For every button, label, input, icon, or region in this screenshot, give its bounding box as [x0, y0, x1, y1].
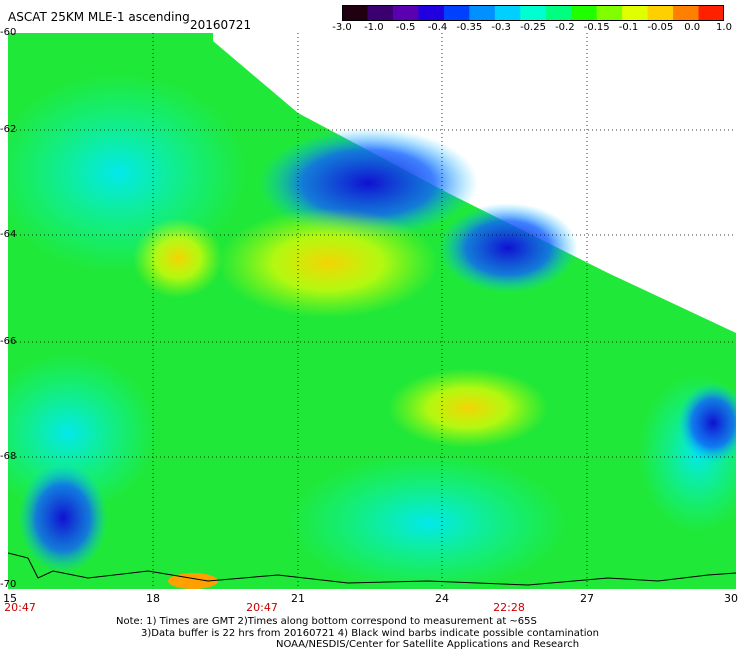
blue-region [18, 463, 108, 573]
lon-label: 30 [724, 592, 738, 605]
yellow-region [133, 218, 223, 298]
lat-label: -68 [0, 451, 17, 462]
colorbar-label: 0.0 [684, 22, 701, 33]
colorbar-swatch [673, 5, 700, 21]
colorbar-label: 1.0 [716, 22, 732, 33]
colorbar-swatch [596, 5, 623, 21]
note-line-2: 3)Data buffer is 22 hrs from 20160721 4)… [141, 628, 599, 639]
colorbar-label: -0.05 [647, 22, 674, 33]
colorbar-label: -0.25 [520, 22, 546, 33]
colorbar-swatch [698, 5, 724, 21]
lon-label: 27 [580, 592, 594, 605]
yellow-region [218, 208, 438, 318]
colorbar-label: -1.0 [364, 22, 384, 33]
colorbar-swatch [342, 5, 368, 21]
colorbar [342, 5, 724, 21]
colorbar-label: -0.4 [427, 22, 448, 33]
blue-region [678, 383, 736, 463]
lat-label: -70 [0, 579, 17, 590]
colorbar-label: -0.5 [395, 22, 416, 33]
lon-label: 18 [146, 592, 160, 605]
lat-label: -64 [0, 229, 17, 240]
colorbar-swatch [647, 5, 674, 21]
colorbar-swatch [469, 5, 496, 21]
lat-label: -62 [0, 124, 17, 135]
colorbar-label: -0.3 [491, 22, 511, 33]
cyan-region [288, 453, 568, 589]
colorbar-label: -0.35 [456, 22, 483, 33]
map-date: 20160721 [190, 18, 252, 32]
map-title: ASCAT 25KM MLE-1 ascending [8, 10, 190, 24]
colorbar-swatch [545, 5, 572, 21]
colorbar-swatch [494, 5, 521, 21]
colorbar-swatch [622, 5, 649, 21]
note-line-3: NOAA/NESDIS/Center for Satellite Applica… [276, 639, 580, 650]
lon-label: 21 [291, 592, 305, 605]
colorbar-swatch [571, 5, 598, 21]
colorbar-label: -0.1 [618, 22, 639, 33]
colorbar-label: -0.15 [583, 22, 610, 33]
yellow-region [388, 368, 548, 448]
colorbar-swatch [418, 5, 445, 21]
note-line-1: Note: 1) Times are GMT 2)Times along bot… [116, 616, 537, 627]
colorbar-labels: -3.0 -1.0 -0.5 -0.4 -0.35 -0.3 -0.25 -0.2 -0.15-… [330, 22, 740, 36]
colorbar-swatch [520, 5, 547, 21]
grid [8, 33, 736, 589]
lon-label: 24 [435, 592, 449, 605]
colorbar-swatch [443, 5, 470, 21]
lat-label: -66 [0, 336, 17, 347]
colorbar-label: -3.0 [332, 22, 352, 33]
colorbar-label: -0.2 [555, 22, 575, 33]
colorbar-swatch [367, 5, 394, 21]
coastline [8, 552, 736, 586]
lon-label: 15 [3, 592, 17, 605]
time-label: 20:47 [246, 601, 278, 614]
blue-region [438, 203, 578, 293]
orange-spot [168, 573, 218, 589]
lat-label: -60 [0, 27, 17, 38]
time-label: 20:47 [4, 601, 36, 614]
colorbar-border [342, 5, 724, 21]
colorbar-swatch [392, 5, 419, 21]
time-label: 22:28 [493, 601, 525, 614]
data-map [8, 33, 736, 589]
